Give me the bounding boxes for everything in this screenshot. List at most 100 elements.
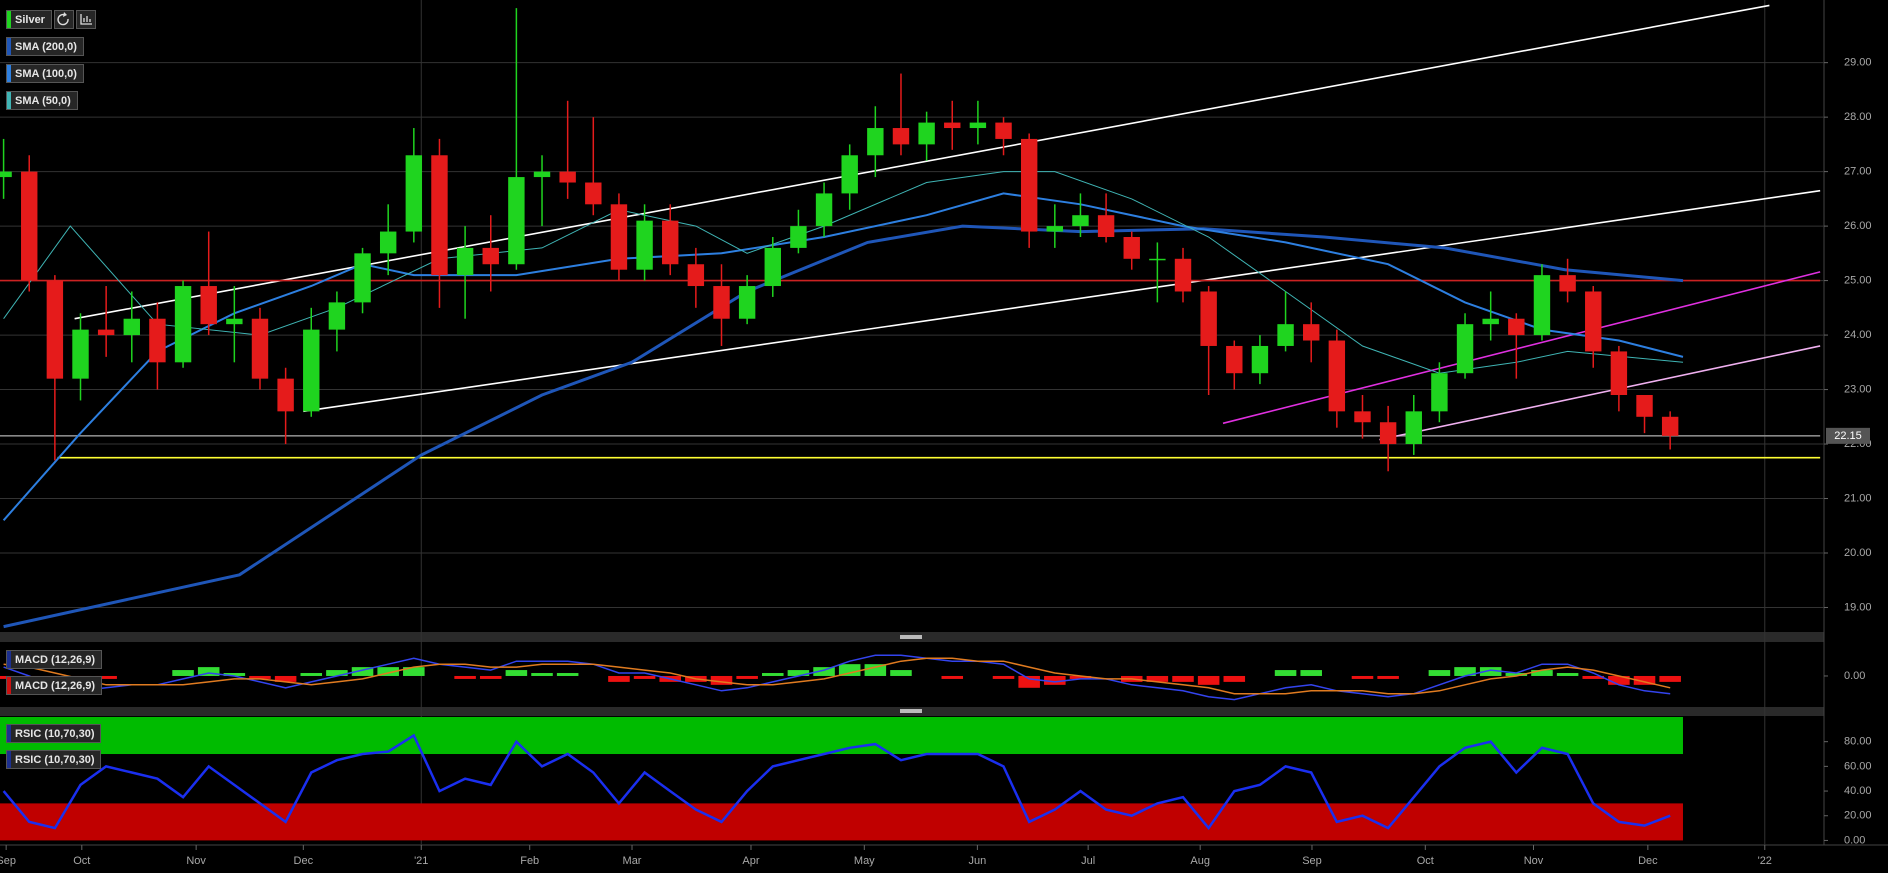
candle-body (46, 280, 64, 379)
legend-entry[interactable]: Silver (6, 10, 52, 29)
trendline (1222, 271, 1821, 425)
candle-body (1123, 237, 1140, 259)
last-price-box (1826, 427, 1870, 444)
candle-body (379, 231, 397, 254)
histogram-bar (403, 667, 425, 676)
candle-body (1405, 411, 1422, 445)
histogram-bar (1505, 673, 1528, 676)
chart-settings-button[interactable] (76, 10, 96, 29)
histogram-bar (479, 675, 502, 679)
x-tick-label: Dec (294, 855, 314, 867)
histogram-bar (1018, 675, 1040, 688)
histogram-bar (890, 670, 912, 676)
moving-average-line (3, 171, 1684, 374)
candle-body (1174, 258, 1192, 292)
candle-body (1020, 138, 1038, 232)
separator-handle[interactable] (900, 709, 922, 713)
settings-icon (80, 14, 92, 25)
candle-body (251, 318, 269, 379)
legend-entry[interactable]: SMA (200,0) (6, 37, 84, 56)
candle-body (1431, 373, 1448, 412)
legend-label: MACD (12,26,9) (15, 654, 96, 666)
x-tick-label: Nov (186, 855, 206, 867)
separator-handle[interactable] (900, 635, 922, 639)
histogram-bar (505, 670, 528, 676)
candle-body (687, 264, 705, 287)
histogram-bar (1582, 675, 1605, 679)
candle-body (1559, 275, 1576, 292)
y-tick-label: 23.00 (1844, 383, 1872, 395)
histogram-bar (838, 664, 861, 676)
legend-entry[interactable]: SMA (100,0) (6, 64, 84, 83)
histogram-bar (1351, 675, 1374, 679)
x-tick-label: Sep (1302, 855, 1322, 867)
candle-body (508, 177, 525, 265)
candle-body (533, 171, 551, 178)
candle-body (72, 329, 89, 379)
histogram-bar (274, 675, 297, 682)
histogram-bar (531, 673, 553, 676)
rsi-line (2, 733, 1671, 831)
candle-body (482, 247, 499, 265)
histogram-bar (710, 675, 733, 685)
legend-swatch (7, 11, 11, 28)
histogram-bar (1274, 670, 1297, 676)
candle-body (226, 318, 243, 325)
candle-body (303, 329, 320, 412)
histogram-bar (1069, 675, 1092, 679)
refresh-button[interactable] (54, 10, 74, 29)
legend-swatch (7, 65, 11, 82)
candle-body (328, 302, 346, 330)
legend-entry[interactable]: RSIC (10,70,30) (6, 724, 102, 743)
x-tick-label: Oct (1417, 855, 1434, 867)
candle-body (610, 204, 628, 270)
candle-body (174, 286, 192, 363)
candle-body (559, 171, 576, 183)
y-tick-label: 24.00 (1844, 329, 1872, 341)
candle-body (405, 155, 423, 232)
rsi-band (0, 716, 1683, 755)
legend-entry[interactable]: SMA (50,0) (6, 91, 78, 110)
candle-body (713, 286, 730, 319)
histogram-bar (1633, 675, 1656, 685)
legend-entry[interactable]: MACD (12,26,9) (6, 650, 103, 669)
candle-body (1456, 324, 1474, 374)
legend-swatch (7, 725, 11, 742)
candle-body (1636, 395, 1653, 417)
candle-body (738, 286, 756, 319)
histogram-bar (1454, 667, 1476, 676)
candle-body (1379, 422, 1397, 445)
legend-swatch (7, 92, 11, 109)
histogram-bar (197, 667, 220, 676)
trendline (74, 4, 1770, 320)
histogram-bar (1223, 675, 1246, 682)
x-tick-label: Dec (1638, 855, 1658, 867)
candle-body (1046, 226, 1064, 232)
candle-body (1610, 351, 1628, 395)
histogram-bar (1197, 675, 1220, 685)
rsi-band (0, 803, 1683, 841)
histogram-bar (249, 675, 271, 679)
legend-label: SMA (100,0) (15, 68, 77, 80)
histogram-bar (787, 670, 810, 676)
candle-body (21, 171, 38, 281)
candle-body (790, 226, 807, 248)
y-tick-label: 80.00 (1844, 736, 1872, 748)
histogram-bar (608, 675, 630, 682)
legend-entry[interactable]: MACD (12,26,9) (6, 676, 103, 695)
candle-body (892, 128, 910, 145)
histogram-bar (1044, 675, 1066, 685)
legend-entry[interactable]: RSIC (10,70,30) (6, 750, 102, 769)
candle-body (97, 329, 115, 336)
moving-average-line (3, 224, 1684, 629)
refresh-icon (57, 12, 69, 26)
candle-body (1533, 275, 1551, 336)
candle-body (1277, 324, 1294, 346)
legend-swatch (7, 751, 11, 768)
candle-body (995, 122, 1012, 139)
trendline (1379, 345, 1821, 441)
y-tick-label: 40.00 (1844, 785, 1872, 797)
legend-label: SMA (200,0) (15, 41, 77, 53)
candle-body (1149, 258, 1166, 261)
candle-body (1585, 291, 1602, 352)
